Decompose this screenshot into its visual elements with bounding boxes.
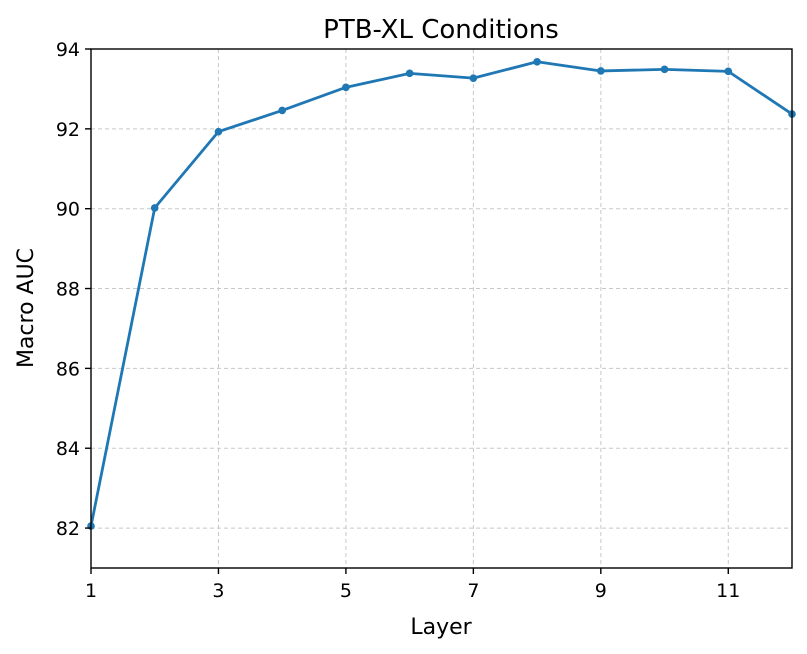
plot-frame <box>90 48 793 569</box>
x-tick-label: 9 <box>595 580 607 602</box>
data-point <box>597 67 605 75</box>
y-tick-label: 86 <box>56 358 80 380</box>
data-point <box>405 69 414 78</box>
grid <box>90 48 792 568</box>
x-tick-label: 11 <box>716 580 740 602</box>
data-point <box>533 57 541 66</box>
data-point <box>214 127 223 136</box>
data-point <box>469 74 478 82</box>
series-layer <box>87 57 796 530</box>
data-point <box>660 65 669 74</box>
y-tick-label: 94 <box>56 39 80 61</box>
data-point <box>342 83 350 92</box>
y-tick-label: 90 <box>56 199 80 221</box>
x-axis-ticks: 1 3 5 7 9 11 <box>85 568 740 602</box>
y-axis-ticks: 82 84 86 88 90 92 94 <box>56 39 91 540</box>
y-tick-label: 88 <box>56 279 80 301</box>
x-tick-label: 7 <box>467 580 479 602</box>
y-tick-label: 84 <box>56 438 80 460</box>
x-tick-label: 3 <box>212 580 224 602</box>
x-tick-label: 5 <box>340 580 352 602</box>
data-point <box>150 204 159 212</box>
x-axis-label: Layer <box>410 615 472 640</box>
series-line <box>89 60 793 527</box>
data-point <box>278 106 286 115</box>
y-axis-label: Macro AUC <box>14 248 39 368</box>
y-tick-label: 82 <box>56 518 80 540</box>
chart-title: PTB-XL Conditions <box>323 15 559 45</box>
x-tick-label: 1 <box>85 580 97 602</box>
y-tick-label: 92 <box>56 119 80 141</box>
data-point <box>724 67 733 76</box>
